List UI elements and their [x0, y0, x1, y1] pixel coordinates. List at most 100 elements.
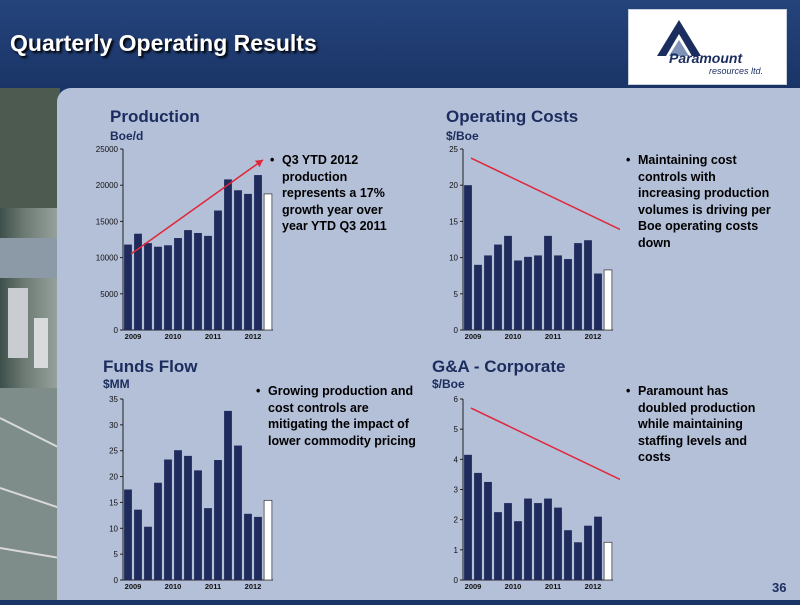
industrial-photo-icon — [0, 88, 61, 600]
bullet-icon: • — [256, 384, 261, 398]
y-tick-label: 3 — [454, 486, 459, 495]
chart-bar — [263, 499, 273, 581]
funds-bullet-text: Growing production and cost controls are… — [268, 384, 416, 448]
chart-bar — [124, 244, 132, 330]
bullet-icon: • — [626, 153, 631, 167]
chart-bar — [574, 542, 582, 580]
y-tick-label: 10 — [449, 254, 458, 263]
y-tick-label: 10 — [109, 524, 118, 533]
chart-bar — [134, 233, 142, 330]
ga-chart: 0 1 2 3 4 5 6 2009 2010 2011 2012 — [454, 395, 620, 591]
chart-bar — [244, 513, 252, 580]
chart-bar — [474, 472, 482, 580]
chart-bar — [164, 459, 172, 580]
x-tick-label: 2009 — [465, 332, 482, 341]
bullet-icon: • — [270, 153, 275, 167]
chart-bar — [474, 264, 482, 330]
chart-bar — [244, 193, 252, 330]
opcosts-chart: 0 5 10 15 20 25 2009 2010 2011 2012 — [449, 145, 620, 341]
y-tick-label: 35 — [109, 395, 118, 404]
y-tick-label: 10000 — [96, 254, 119, 263]
chart-bar — [174, 238, 182, 330]
x-tick-label: 2009 — [125, 332, 142, 341]
chart-bar — [544, 235, 552, 330]
opcosts-title: Operating Costs — [446, 107, 579, 126]
chart-bar — [204, 508, 212, 580]
chart-bar — [254, 516, 262, 580]
chart-bar — [594, 273, 602, 330]
x-tick-label: 2010 — [165, 582, 182, 591]
x-tick-label: 2012 — [245, 582, 262, 591]
y-tick-label: 25 — [109, 447, 118, 456]
chart-bar — [174, 450, 182, 580]
chart-bar — [254, 175, 262, 330]
x-tick-label: 2009 — [465, 582, 482, 591]
y-tick-label: 2 — [454, 516, 459, 525]
ga-bullet: • Paramount has doubled production while… — [626, 383, 776, 466]
y-tick-label: 0 — [454, 326, 459, 335]
page-number: 36 — [772, 580, 787, 595]
ga-title: G&A - Corporate — [432, 357, 566, 376]
opcosts-bullet-text: Maintaining cost controls with increasin… — [638, 153, 771, 250]
trend-arrow-line — [470, 157, 620, 231]
ga-unit: $/Boe — [432, 377, 465, 391]
y-tick-label: 20 — [449, 181, 458, 190]
company-logo: Paramount resources ltd. — [628, 9, 787, 85]
chart-bar — [494, 244, 502, 330]
chart-bar — [574, 243, 582, 330]
chart-bar — [484, 481, 492, 580]
chart-bar — [134, 509, 142, 580]
y-tick-label: 0 — [114, 576, 119, 585]
chart-bar — [144, 526, 152, 580]
y-tick-label: 0 — [454, 576, 459, 585]
chart-bar — [603, 541, 613, 581]
chart-bar — [524, 498, 532, 580]
x-tick-label: 2010 — [505, 332, 522, 341]
slide-title: Quarterly Operating Results — [10, 30, 317, 56]
funds-unit: $MM — [103, 377, 130, 391]
chart-bar — [124, 489, 132, 580]
y-tick-label: 5000 — [100, 290, 118, 299]
x-tick-label: 2012 — [245, 332, 262, 341]
production-bullet: • Q3 YTD 2012 production represents a 17… — [270, 152, 400, 235]
chart-bar — [164, 245, 172, 330]
y-tick-label: 30 — [109, 421, 118, 430]
y-tick-label: 6 — [454, 395, 459, 404]
x-tick-label: 2010 — [505, 582, 522, 591]
chart-bar — [534, 503, 542, 580]
chart-bar — [234, 190, 242, 330]
chart-bar — [554, 255, 562, 330]
industrial-photo-strip — [0, 88, 61, 600]
ga-bullet-text: Paramount has doubled production while m… — [638, 384, 756, 464]
x-tick-label: 2012 — [585, 332, 602, 341]
chart-bar — [184, 455, 192, 580]
chart-bar — [484, 255, 492, 330]
chart-bar — [234, 445, 242, 580]
production-unit: Boe/d — [110, 129, 144, 143]
x-tick-label: 2011 — [205, 582, 221, 591]
logo-name: Paramount — [669, 50, 743, 66]
bullet-icon: • — [626, 384, 631, 398]
chart-bar — [504, 503, 512, 580]
y-tick-label: 5 — [454, 425, 459, 434]
y-tick-label: 5 — [114, 550, 119, 559]
y-tick-label: 5 — [454, 290, 459, 299]
funds-title: Funds Flow — [103, 357, 198, 376]
trend-arrow-line — [130, 159, 264, 255]
chart-bar — [154, 482, 162, 580]
chart-bar — [514, 260, 522, 330]
chart-bar — [544, 498, 552, 580]
trend-arrow-line — [470, 407, 620, 481]
chart-bar — [464, 185, 472, 330]
production-chart: 0 5000 10000 15000 20000 25000 2009 2010 2011 201… — [96, 145, 273, 341]
production-title: Production — [110, 107, 200, 126]
chart-bar — [144, 243, 152, 330]
chart-bar — [534, 255, 542, 330]
chart-bar — [214, 210, 222, 330]
chart-bar — [554, 507, 562, 580]
opcosts-unit: $/Boe — [446, 129, 479, 143]
y-tick-label: 20 — [109, 473, 118, 482]
y-tick-label: 1 — [454, 546, 459, 555]
y-tick-label: 15 — [109, 498, 118, 507]
mountain-logo-icon — [657, 20, 701, 56]
